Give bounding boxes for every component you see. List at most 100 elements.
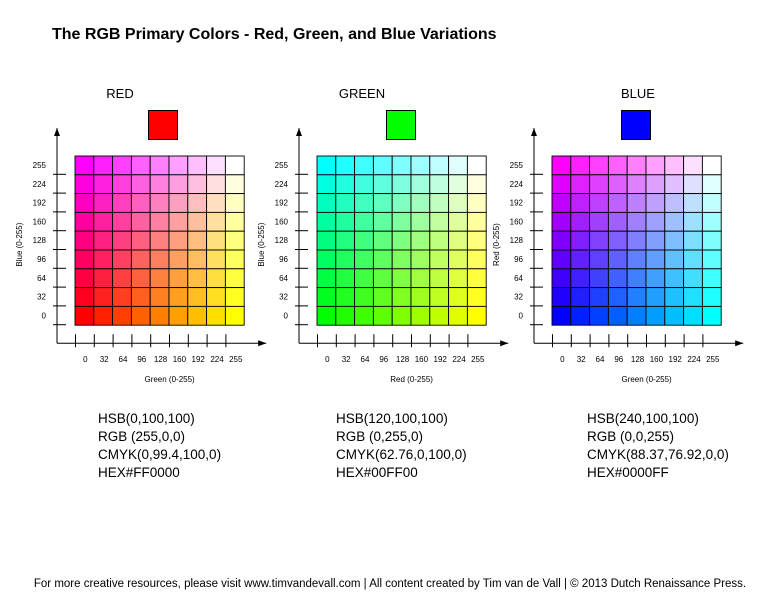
color-cell xyxy=(448,193,468,213)
color-cell xyxy=(391,287,412,307)
color-cell xyxy=(149,230,170,251)
color-cell xyxy=(448,305,468,326)
y-tick-label: 192 xyxy=(33,199,47,208)
color-cell xyxy=(466,230,487,251)
color-swatch-green xyxy=(386,110,416,140)
color-cell xyxy=(372,230,393,251)
color-cell xyxy=(372,268,393,289)
color-cell xyxy=(683,305,703,326)
color-cell xyxy=(354,305,374,326)
color-cell xyxy=(448,174,468,195)
color-cell xyxy=(448,155,468,176)
color-cell xyxy=(551,155,572,176)
y-tick-label: 0 xyxy=(519,311,524,320)
color-cell xyxy=(316,230,337,251)
x-tick-label: 32 xyxy=(342,355,351,364)
color-cell xyxy=(354,287,374,307)
color-cell xyxy=(701,305,722,326)
color-cell xyxy=(570,155,591,176)
color-cell xyxy=(316,268,337,289)
color-cell xyxy=(607,305,628,326)
color-cell xyxy=(645,249,666,270)
color-cell xyxy=(224,193,245,213)
color-cell xyxy=(168,268,189,289)
y-tick-label: 64 xyxy=(514,274,523,283)
color-cell xyxy=(570,268,591,289)
color-cell xyxy=(626,287,647,307)
color-cell xyxy=(664,268,685,289)
x-tick-label: 96 xyxy=(137,355,146,364)
color-cell xyxy=(607,230,628,251)
color-cell xyxy=(74,268,95,289)
color-cell xyxy=(206,249,226,270)
x-tick-label: 160 xyxy=(650,355,664,364)
color-cell xyxy=(354,268,374,289)
color-cell xyxy=(626,155,647,176)
color-cell xyxy=(112,287,132,307)
color-cell xyxy=(168,230,189,251)
color-cell xyxy=(645,268,666,289)
color-cell xyxy=(551,211,572,232)
color-cell xyxy=(93,193,114,213)
color-cell xyxy=(168,249,189,270)
color-cell xyxy=(410,249,431,270)
color-cell xyxy=(701,211,722,232)
x-axis-arrow xyxy=(258,340,267,347)
y-tick-label: 128 xyxy=(510,236,524,245)
color-cell xyxy=(448,230,468,251)
color-cell xyxy=(683,174,703,195)
y-tick-label: 255 xyxy=(33,161,47,170)
color-cell xyxy=(589,249,609,270)
x-tick-label: 192 xyxy=(434,355,448,364)
color-cell xyxy=(372,155,393,176)
color-cell xyxy=(316,305,337,326)
color-cell xyxy=(93,211,114,232)
hsb-value: HSB(240,100,100) xyxy=(587,411,699,426)
color-cell xyxy=(93,287,114,307)
color-cell xyxy=(130,211,151,232)
color-cell xyxy=(701,287,722,307)
color-cell xyxy=(316,155,337,176)
color-cell xyxy=(187,174,208,195)
color-cell xyxy=(448,249,468,270)
color-cell xyxy=(683,268,703,289)
y-tick-label: 160 xyxy=(33,217,47,226)
rgb-value: RGB (0,255,0) xyxy=(336,429,424,444)
color-cell xyxy=(429,174,450,195)
x-axis-arrow xyxy=(735,340,744,347)
color-cell xyxy=(112,249,132,270)
color-cell xyxy=(316,193,337,213)
color-cell xyxy=(130,155,151,176)
color-cell xyxy=(570,305,591,326)
color-cell xyxy=(466,155,487,176)
color-cell xyxy=(429,211,450,232)
x-tick-label: 255 xyxy=(471,355,485,364)
color-cell xyxy=(410,305,431,326)
x-tick-label: 224 xyxy=(452,355,466,364)
color-cell xyxy=(589,193,609,213)
color-cell xyxy=(130,268,151,289)
color-cell xyxy=(607,211,628,232)
x-tick-label: 192 xyxy=(669,355,683,364)
color-cell xyxy=(626,211,647,232)
color-cell xyxy=(570,174,591,195)
color-cell xyxy=(570,193,591,213)
color-cell xyxy=(187,305,208,326)
color-cell xyxy=(589,305,609,326)
color-cell xyxy=(410,193,431,213)
color-cell xyxy=(149,287,170,307)
y-axis-arrow xyxy=(54,128,60,136)
color-cell xyxy=(372,305,393,326)
color-cell xyxy=(551,268,572,289)
color-cell xyxy=(626,249,647,270)
color-cell xyxy=(74,305,95,326)
color-cell xyxy=(206,193,226,213)
y-axis-label: Blue (0-255) xyxy=(257,222,266,266)
color-cell xyxy=(112,305,132,326)
color-cell xyxy=(429,287,450,307)
color-cell xyxy=(187,155,208,176)
color-cell xyxy=(206,268,226,289)
x-tick-label: 96 xyxy=(614,355,623,364)
color-cell xyxy=(645,305,666,326)
y-tick-label: 255 xyxy=(275,161,289,170)
